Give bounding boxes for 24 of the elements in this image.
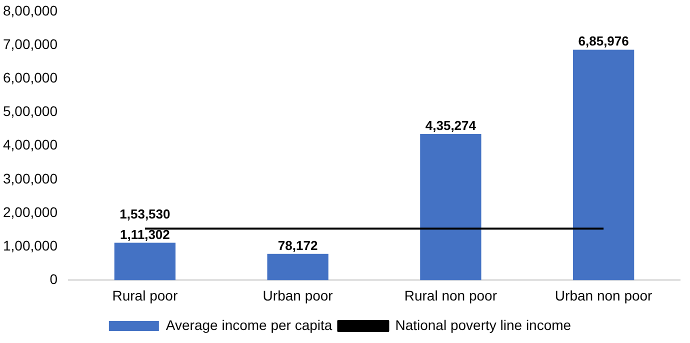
y-tick-label: 8,00,000 — [2, 2, 58, 18]
bar — [267, 254, 328, 280]
y-tick-label: 1,00,000 — [2, 237, 58, 254]
legend-label: National poverty line income — [395, 316, 572, 333]
y-tick-label: 6,00,000 — [2, 69, 58, 86]
bar — [114, 242, 176, 280]
bar — [572, 50, 634, 280]
data-label: 1,53,530 — [120, 206, 170, 222]
data-label: 6,85,976 — [578, 34, 629, 49]
y-tick-label: 7,00,000 — [2, 36, 58, 52]
y-tick-label: 5,00,000 — [2, 103, 58, 120]
x-tick-label: Rural non poor — [404, 287, 498, 304]
data-label: 1,11,302 — [120, 226, 170, 242]
x-tick-label: Urban non poor — [554, 287, 653, 304]
data-label: 78,172 — [278, 238, 318, 253]
legend-label: Average income per capita — [166, 316, 332, 333]
y-tick-label: 0 — [50, 271, 58, 288]
bar — [420, 134, 482, 280]
data-label: 4,35,274 — [425, 118, 477, 133]
y-tick-label: 2,00,000 — [2, 204, 58, 220]
x-tick-label: Urban poor — [262, 287, 334, 304]
y-tick-label: 3,00,000 — [2, 170, 58, 186]
x-tick-label: Rural poor — [112, 287, 178, 304]
y-tick-label: 4,00,000 — [2, 136, 58, 153]
